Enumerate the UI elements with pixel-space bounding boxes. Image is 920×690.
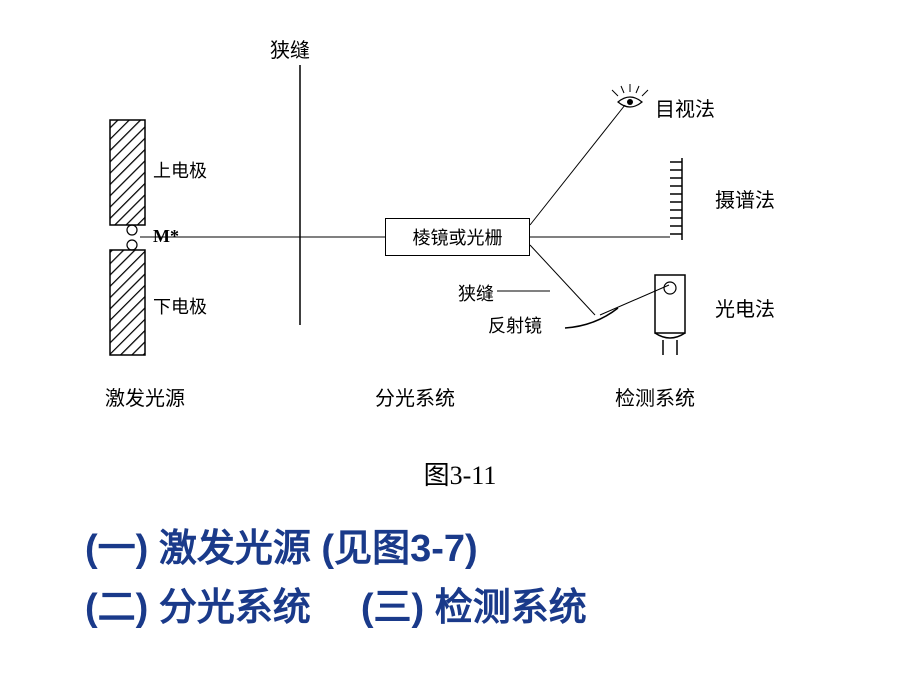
- eye-icon: [612, 84, 648, 107]
- photodetector-icon: [655, 275, 685, 355]
- section-titles: (一) 激发光源 (见图3-7) (二) 分光系统 (三) 检测系统: [85, 520, 587, 638]
- section-one: (一) 激发光源 (见图3-7): [85, 520, 587, 579]
- spectrograph-label: 摄谱法: [715, 184, 775, 213]
- slit-top-label: 狭缝: [270, 34, 310, 63]
- mirror-label: 反射镜: [488, 312, 542, 338]
- slit-lower-label: 狭缝: [458, 280, 494, 306]
- spark-top-icon: [127, 225, 137, 235]
- section-three: (三) 检测系统: [361, 579, 587, 638]
- dispersion-system-label: 分光系统: [375, 382, 455, 411]
- upper-electrode-label: 上电极: [153, 157, 207, 183]
- photoelectric-label: 光电法: [715, 293, 775, 322]
- prism-label: 棱镜或光栅: [413, 224, 503, 250]
- m-star-label: M*: [153, 226, 179, 247]
- section-two: (二) 分光系统: [85, 579, 311, 638]
- mirror-reflected-ray: [600, 285, 669, 315]
- ray-visual: [530, 105, 625, 225]
- upper-electrode-icon: [110, 120, 145, 225]
- spark-bottom-icon: [127, 240, 137, 250]
- visual-method-label: 目视法: [655, 93, 715, 122]
- prism-box: 棱镜或光栅: [385, 218, 530, 256]
- excitation-source-label: 激发光源: [105, 382, 185, 411]
- schematic-diagram: 棱镜或光栅 狭缝 上电极 M* 下电极 目视法 摄谱法 狭缝 反射镜 光电法 激…: [60, 30, 860, 410]
- photo-plate-icon: [670, 158, 682, 240]
- detection-system-label: 检测系统: [615, 382, 695, 411]
- figure-caption: 图3-11: [0, 455, 920, 492]
- lower-electrode-icon: [110, 250, 145, 355]
- ray-mirror: [530, 245, 595, 315]
- lower-electrode-label: 下电极: [153, 293, 207, 319]
